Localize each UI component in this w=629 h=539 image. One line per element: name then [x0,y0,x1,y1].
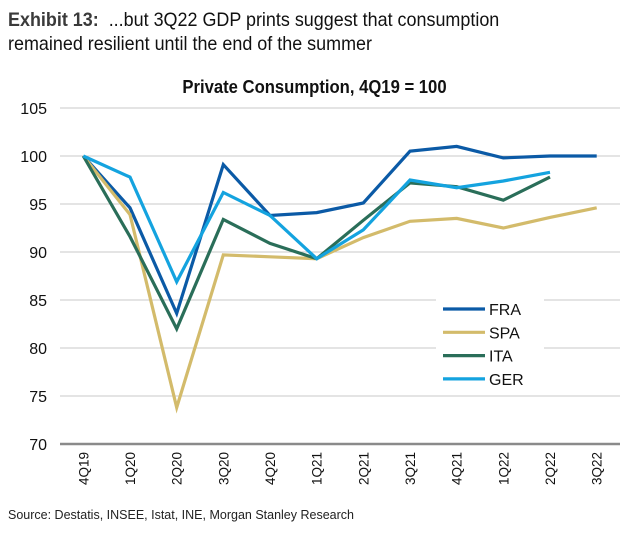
x-tick-label: 1Q20 [123,452,138,485]
x-tick-label: 3Q22 [590,452,605,485]
exhibit-label: Exhibit 13: [8,9,99,31]
x-tick-label: 4Q21 [450,452,465,485]
legend-label-ita: ITA [489,349,513,366]
y-tick-label: 80 [29,341,47,358]
legend-box [436,296,544,392]
series-line-ger [82,154,551,286]
legend-label-ger: GER [489,372,524,389]
x-tick-label: 3Q20 [216,452,231,485]
y-tick-label: 70 [29,437,47,454]
x-tick-label: 1Q22 [496,452,511,485]
x-tick-label: 3Q21 [403,452,418,485]
legend-label-spa: SPA [489,325,520,342]
x-tick-label: 1Q21 [310,452,325,485]
x-tick-label: 2Q20 [170,452,185,485]
y-tick-label: 85 [29,293,47,310]
legend-label-fra: FRA [489,302,521,319]
x-tick-label: 2Q22 [543,452,558,485]
y-tick-label: 75 [29,389,47,406]
series-line-fra [82,144,597,318]
source-note: Source: Destatis, INSEE, Istat, INE, Mor… [8,508,354,522]
y-tick-label: 100 [20,149,47,166]
exhibit-caption: Exhibit 13: ...but 3Q22 GDP prints sugge… [8,8,574,56]
exhibit-text-line2: remained resilient until the end of the … [8,33,372,55]
series-line-spa [82,155,598,414]
x-tick-label: 4Q19 [76,452,91,485]
y-tick-label: 95 [29,197,47,214]
chart-title: Private Consumption, 4Q19 = 100 [182,76,447,97]
x-tick-label: 2Q21 [356,452,371,485]
y-tick-label: 105 [20,101,47,118]
exhibit-text-line1: ...but 3Q22 GDP prints suggest that cons… [108,9,500,31]
x-tick-label: 4Q20 [263,452,278,485]
y-tick-label: 90 [29,245,47,262]
